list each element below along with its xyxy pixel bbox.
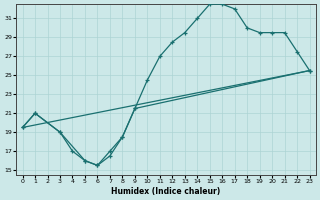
X-axis label: Humidex (Indice chaleur): Humidex (Indice chaleur) bbox=[111, 187, 221, 196]
